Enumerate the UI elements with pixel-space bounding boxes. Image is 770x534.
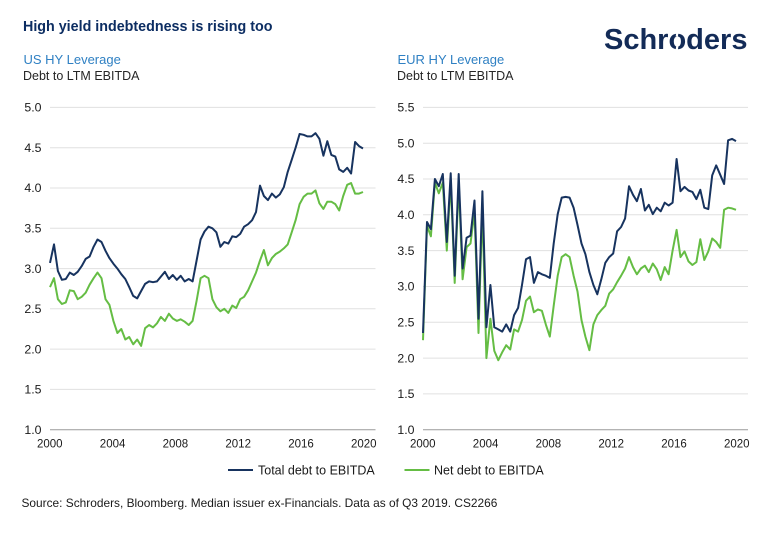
svg-text:1.5: 1.5: [397, 387, 414, 401]
svg-text:4.0: 4.0: [24, 181, 41, 195]
svg-text:3.0: 3.0: [397, 280, 414, 294]
svg-text:2012: 2012: [225, 439, 251, 451]
svg-text:2.5: 2.5: [24, 302, 41, 316]
svg-text:2.0: 2.0: [397, 351, 414, 365]
svg-text:4.5: 4.5: [397, 172, 414, 186]
svg-text:Total debt to EBITDA: Total debt to EBITDA: [258, 464, 375, 478]
svg-text:2008: 2008: [536, 439, 562, 451]
svg-text:2008: 2008: [163, 439, 189, 451]
svg-text:3.5: 3.5: [24, 222, 41, 236]
svg-text:1.5: 1.5: [24, 383, 41, 397]
svg-text:2004: 2004: [100, 439, 126, 451]
svg-text:1.0: 1.0: [24, 423, 41, 437]
svg-text:Schroders: Schroders: [604, 24, 747, 56]
svg-text:2.0: 2.0: [24, 342, 41, 356]
svg-text:5.0: 5.0: [397, 136, 414, 150]
svg-text:2016: 2016: [661, 439, 687, 451]
svg-text:4.0: 4.0: [397, 208, 414, 222]
svg-text:3.5: 3.5: [397, 244, 414, 258]
svg-text:Net debt to EBITDA: Net debt to EBITDA: [434, 464, 544, 478]
svg-text:2020: 2020: [724, 439, 750, 451]
svg-text:2.5: 2.5: [397, 316, 414, 330]
svg-text:2012: 2012: [598, 439, 624, 451]
svg-text:5.5: 5.5: [397, 101, 414, 115]
svg-text:5.0: 5.0: [24, 101, 41, 115]
svg-text:4.5: 4.5: [24, 141, 41, 155]
svg-text:2000: 2000: [37, 439, 63, 451]
svg-text:2000: 2000: [410, 439, 436, 451]
svg-text:2020: 2020: [351, 439, 377, 451]
svg-text:2004: 2004: [473, 439, 499, 451]
svg-text:3.0: 3.0: [24, 262, 41, 276]
svg-text:1.0: 1.0: [397, 423, 414, 437]
svg-text:2016: 2016: [288, 439, 314, 451]
